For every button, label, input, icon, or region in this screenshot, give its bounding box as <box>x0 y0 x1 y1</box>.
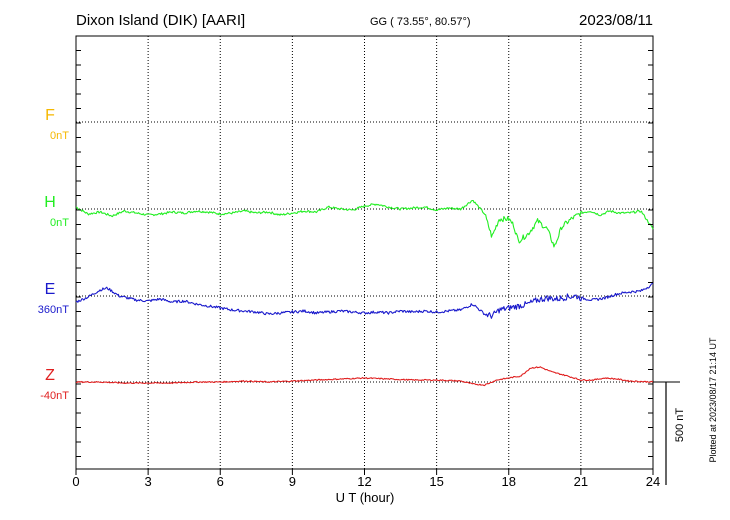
coordinates-label: GG ( 73.55°, 80.57°) <box>370 16 471 28</box>
x-tick-label: 24 <box>646 474 660 489</box>
series-line-h <box>75 199 654 248</box>
series-baseline-z: -40nT <box>40 390 69 402</box>
series-labels: F 0nT H 0nT E 360nT Z -40nT <box>38 107 69 402</box>
grid <box>76 36 653 469</box>
series-line-z <box>75 366 654 387</box>
x-tick-label: 9 <box>289 474 296 489</box>
series-baseline-e: 360nT <box>38 304 69 316</box>
station-title: Dixon Island (DIK) [AARI] <box>76 12 245 29</box>
series-name-e: E <box>45 281 56 298</box>
series-name-z: Z <box>45 367 55 384</box>
series-name-h: H <box>44 194 56 211</box>
x-tick-label: 12 <box>357 474 371 489</box>
date-label: 2023/08/11 <box>579 12 653 29</box>
x-tick-label: 18 <box>502 474 516 489</box>
series-baseline-f: 0nT <box>50 130 69 142</box>
x-axis-ticks: 0 3 6 9 12 15 18 21 24 <box>72 35 660 489</box>
x-tick-label: 6 <box>217 474 224 489</box>
scale-bar-label: 500 nT <box>674 408 686 443</box>
x-tick-label: 0 <box>72 474 79 489</box>
series-baseline-h: 0nT <box>50 217 69 229</box>
x-tick-label: 15 <box>429 474 443 489</box>
plotted-note: Plotted at 2023/08/17 21:14 UT <box>708 337 718 463</box>
x-tick-label: 3 <box>145 474 152 489</box>
x-tick-label: 21 <box>574 474 588 489</box>
x-axis-label: U T (hour) <box>336 490 395 505</box>
series-lines <box>75 199 654 387</box>
series-name-f: F <box>45 107 55 124</box>
series-line-e <box>75 282 654 319</box>
